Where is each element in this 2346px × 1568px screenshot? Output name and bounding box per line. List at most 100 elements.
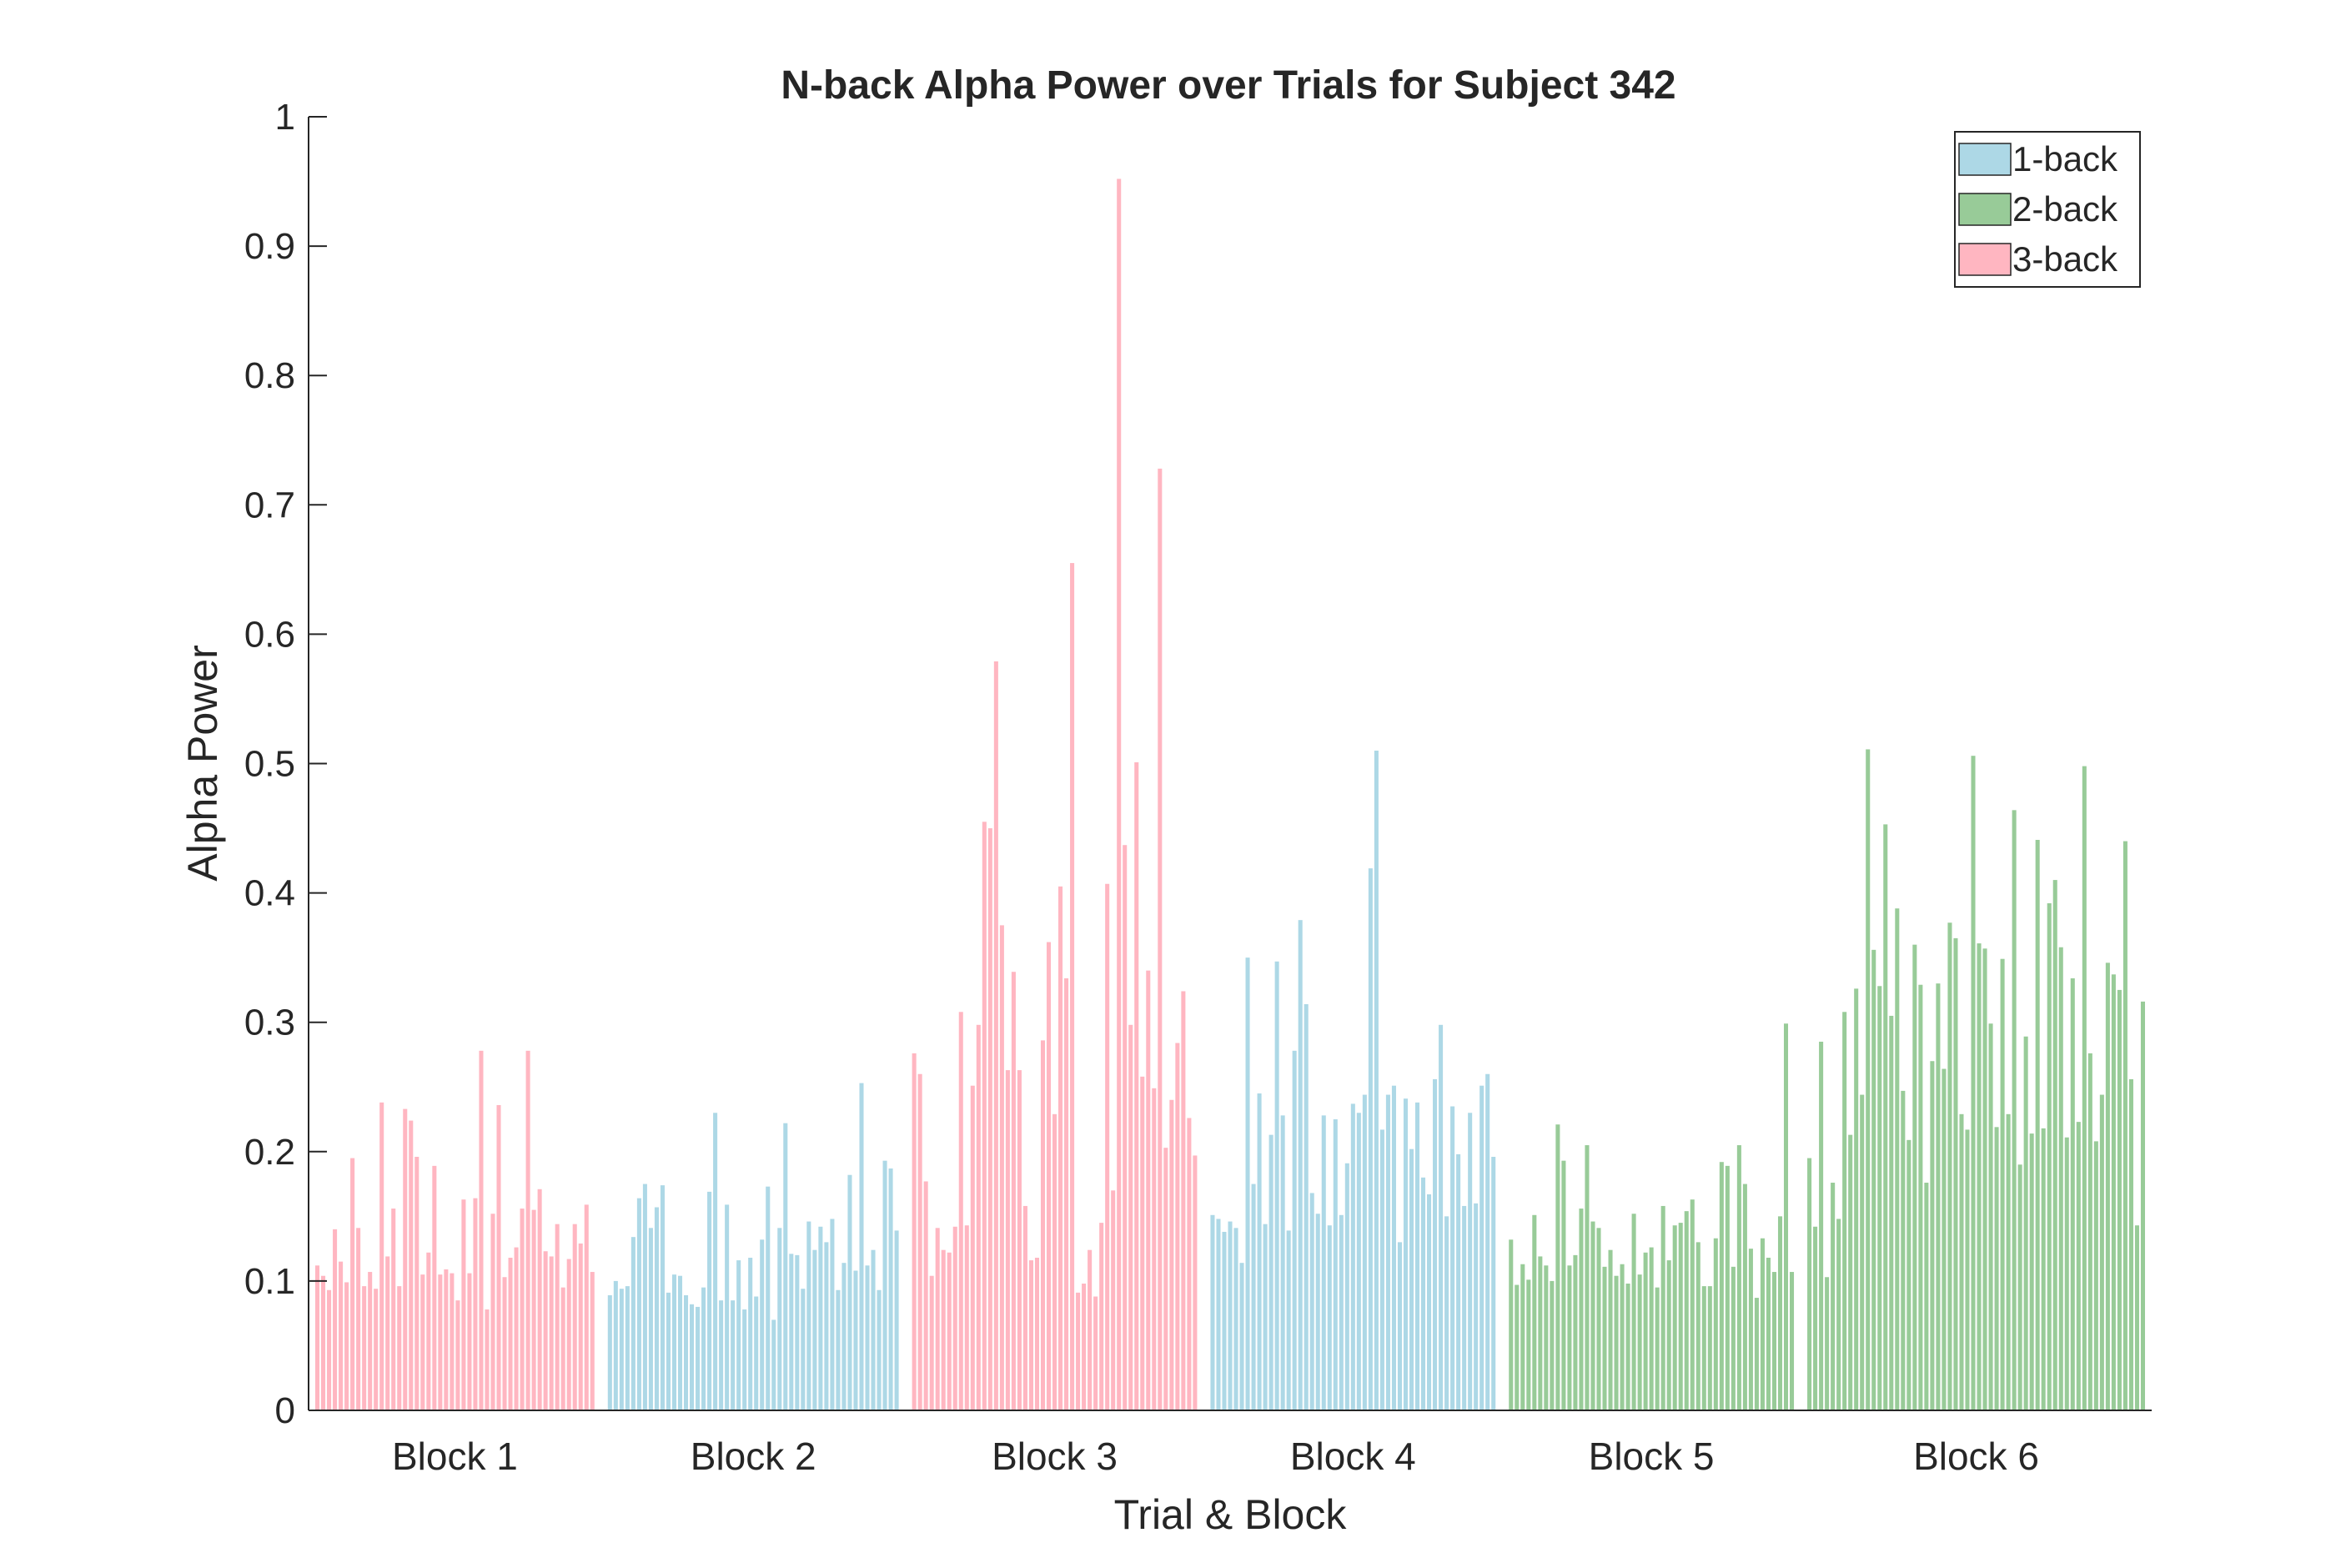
bar xyxy=(1672,1225,1677,1410)
bar xyxy=(1474,1203,1479,1410)
bar xyxy=(847,1174,852,1410)
bar xyxy=(1895,908,1900,1410)
bar xyxy=(1532,1214,1537,1410)
bar xyxy=(2023,1036,2028,1410)
bar xyxy=(1368,868,1373,1410)
legend-label-3back: 3-back xyxy=(2012,239,2118,279)
bar xyxy=(719,1300,724,1410)
bar xyxy=(1725,1165,1730,1410)
bar xyxy=(1620,1264,1625,1410)
bar xyxy=(537,1189,542,1410)
legend-label-2back: 2-back xyxy=(2012,189,2118,229)
bar xyxy=(1930,1061,1935,1410)
bar xyxy=(1339,1214,1344,1410)
bar xyxy=(1982,948,1987,1410)
bar xyxy=(1327,1225,1332,1410)
bar xyxy=(684,1294,689,1410)
bar xyxy=(572,1224,577,1410)
bar xyxy=(882,1160,887,1410)
bar xyxy=(1666,1260,1671,1410)
bar xyxy=(1637,1274,1642,1410)
bar xyxy=(654,1207,659,1410)
bar xyxy=(1257,1093,1262,1410)
bar xyxy=(619,1289,624,1410)
bar xyxy=(917,1073,922,1410)
bar xyxy=(1678,1223,1683,1410)
bar xyxy=(1971,756,1976,1410)
bar xyxy=(725,1204,730,1410)
bar xyxy=(2122,841,2127,1410)
bar xyxy=(677,1275,683,1410)
bar xyxy=(1509,1239,1514,1410)
y-tick-label: 0.2 xyxy=(244,1132,295,1173)
y-axis-label: Alpha Power xyxy=(179,645,226,882)
bar xyxy=(1819,1041,1824,1410)
bar xyxy=(1515,1284,1520,1410)
bar xyxy=(1807,1158,1812,1410)
bar xyxy=(824,1242,829,1410)
bar xyxy=(1912,944,1917,1410)
bar xyxy=(1046,942,1052,1410)
bar xyxy=(1777,1216,1783,1410)
bar xyxy=(2029,1133,2034,1410)
bar xyxy=(1994,1127,1999,1410)
bar xyxy=(970,1085,975,1410)
bar xyxy=(1567,1265,1572,1410)
bar xyxy=(1877,986,1882,1410)
bar xyxy=(1076,1292,1081,1410)
bar xyxy=(1228,1221,1233,1410)
bar xyxy=(964,1225,969,1410)
bar xyxy=(490,1214,495,1410)
bar xyxy=(2006,1113,2011,1410)
bar xyxy=(923,1181,928,1410)
x-tick-label-block: Block 6 xyxy=(1913,1435,2039,1478)
bar xyxy=(783,1123,788,1410)
bar xyxy=(1181,991,1186,1410)
bar xyxy=(894,1230,899,1410)
bar xyxy=(455,1300,460,1410)
bar xyxy=(836,1289,841,1410)
bar xyxy=(543,1251,548,1410)
bar xyxy=(1936,983,1941,1410)
bar xyxy=(1742,1184,1747,1410)
bar xyxy=(1011,972,1016,1410)
legend-swatch-2back xyxy=(1958,193,2012,226)
legend: 1-back 2-back 3-back xyxy=(1954,131,2141,288)
bar xyxy=(479,1050,484,1410)
bar xyxy=(2082,766,2087,1410)
bar xyxy=(1825,1277,1830,1410)
x-tick-label-block: Block 2 xyxy=(691,1435,816,1478)
bar xyxy=(771,1319,776,1410)
bar xyxy=(748,1257,753,1410)
bar xyxy=(1385,1094,1390,1410)
bar xyxy=(1713,1238,1718,1410)
bar xyxy=(362,1286,367,1410)
y-tick-label: 0.9 xyxy=(244,226,295,267)
bar xyxy=(461,1199,466,1410)
bar xyxy=(560,1287,565,1410)
bar xyxy=(1754,1298,1759,1410)
bar xyxy=(555,1224,560,1410)
bar xyxy=(1468,1113,1473,1410)
bar xyxy=(760,1239,765,1410)
y-tick-label: 0.6 xyxy=(244,614,295,655)
bar xyxy=(1842,1012,1847,1410)
bar xyxy=(1251,1184,1256,1410)
bar xyxy=(1491,1157,1496,1410)
bar xyxy=(1631,1214,1636,1410)
bar xyxy=(1573,1254,1578,1410)
bar xyxy=(2134,1225,2139,1410)
bar xyxy=(1210,1214,1215,1410)
bar xyxy=(1292,1050,1297,1410)
bar xyxy=(1017,1070,1022,1410)
bar xyxy=(432,1165,437,1410)
y-tick-label: 0.4 xyxy=(244,873,295,914)
bar xyxy=(1947,922,1952,1410)
bar xyxy=(1854,988,1859,1410)
bar xyxy=(1350,1103,1355,1410)
legend-label-1back: 1-back xyxy=(2012,139,2118,178)
bar xyxy=(731,1300,736,1410)
bar xyxy=(1690,1199,1695,1410)
bar xyxy=(1538,1256,1543,1410)
